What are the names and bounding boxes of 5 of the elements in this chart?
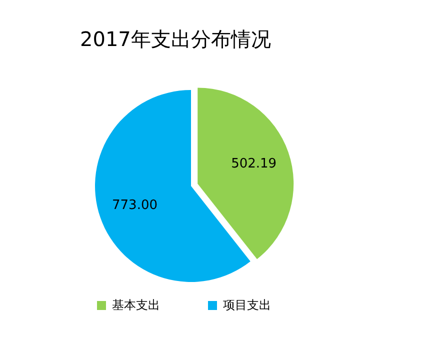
data-label: 502.19 [231, 156, 277, 172]
data-label: 773.00 [112, 198, 158, 213]
legend-label: 基本支出 [112, 297, 160, 314]
legend-label: 项目支出 [223, 297, 271, 314]
chart-title: 2017年支出分布情况 [80, 26, 271, 53]
